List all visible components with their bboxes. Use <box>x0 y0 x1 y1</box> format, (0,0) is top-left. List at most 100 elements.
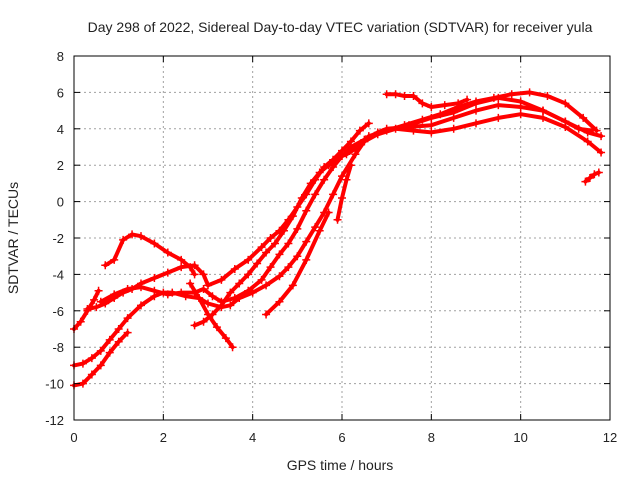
data-point <box>230 264 239 273</box>
data-point <box>163 290 172 299</box>
data-point <box>123 284 132 293</box>
series-trace-13 <box>405 93 606 141</box>
data-point <box>110 255 119 264</box>
data-point <box>539 106 547 115</box>
data-point <box>324 161 333 170</box>
data-point <box>516 110 525 119</box>
tick-labels: 0 2 4 6 8 10 12 -12 -10 -8 -6 -4 -2 0 2 4 6 8 <box>45 49 617 445</box>
data-point <box>137 232 145 241</box>
data-point <box>315 168 324 177</box>
series-trace-8 <box>190 110 606 330</box>
data-point <box>199 270 208 279</box>
x-axis-label: GPS time / hours <box>287 457 394 473</box>
series-trace-9 <box>262 208 333 319</box>
data-point <box>262 310 271 319</box>
series-line <box>188 281 235 350</box>
data-point <box>597 148 606 157</box>
series-trace-6 <box>186 279 237 352</box>
series-line <box>264 210 331 317</box>
data-point <box>163 248 172 257</box>
data-point <box>594 168 603 177</box>
data-point <box>90 295 99 304</box>
data-point <box>137 283 145 292</box>
series-trace-7 <box>96 101 597 306</box>
y-tick-label: -10 <box>45 377 64 392</box>
data-point <box>288 281 297 290</box>
data-point <box>590 170 599 179</box>
data-point <box>472 119 480 128</box>
series-line <box>192 112 604 328</box>
data-point <box>163 268 172 277</box>
series-line <box>384 92 470 109</box>
y-tick-label: -4 <box>52 267 64 282</box>
data-point <box>302 206 311 215</box>
data-point <box>391 90 400 99</box>
y-tick-label: 8 <box>57 49 64 64</box>
data-point <box>449 108 458 117</box>
data-point <box>186 263 195 272</box>
data-point <box>338 172 346 181</box>
data-point <box>525 88 534 97</box>
data-point <box>114 337 123 346</box>
data-point <box>244 255 253 264</box>
data-point <box>177 263 186 272</box>
y-tick-label: 2 <box>57 158 64 173</box>
data-point <box>266 234 275 242</box>
data-point <box>284 239 293 248</box>
data-point <box>262 248 271 257</box>
grid <box>74 56 610 420</box>
data-point <box>302 255 311 264</box>
data-point <box>78 359 87 368</box>
data-point <box>311 190 320 199</box>
data-point <box>579 113 588 122</box>
data-point <box>427 121 436 130</box>
data-point <box>230 294 239 303</box>
data-point <box>76 317 85 326</box>
data-point <box>87 354 96 363</box>
data-point <box>150 286 159 295</box>
x-tick-label: 6 <box>338 430 345 445</box>
data-point <box>288 212 297 221</box>
data-point <box>293 224 302 233</box>
data-point <box>585 173 594 182</box>
data-point <box>204 299 212 308</box>
data-point <box>333 153 342 162</box>
data-point <box>320 175 329 184</box>
data-point <box>96 361 105 370</box>
series-line <box>335 163 353 222</box>
series-layer <box>70 88 606 390</box>
data-point <box>494 101 503 110</box>
x-tick-label: 8 <box>428 430 435 445</box>
x-tick-label: 4 <box>249 430 256 445</box>
data-point <box>195 294 204 303</box>
series-line <box>407 95 604 139</box>
series-trace-1 <box>70 328 132 390</box>
y-axis-label: SDTVAR / TECUs <box>5 182 21 294</box>
data-point <box>583 128 592 137</box>
data-point <box>293 252 302 261</box>
data-point <box>364 132 373 141</box>
data-point <box>253 259 262 268</box>
data-point <box>177 255 186 264</box>
chart-title: Day 298 of 2022, Sidereal Day-to-day VTE… <box>88 19 593 35</box>
data-point <box>114 325 123 333</box>
data-point <box>409 92 418 101</box>
data-point <box>355 126 364 135</box>
data-point <box>418 99 427 108</box>
data-point <box>543 92 552 101</box>
data-point <box>351 144 360 153</box>
data-point <box>279 226 288 235</box>
data-point <box>275 250 284 259</box>
data-point <box>539 113 547 122</box>
data-point <box>221 334 230 343</box>
data-point <box>92 303 101 312</box>
data-point <box>271 239 279 248</box>
data-point <box>226 301 235 310</box>
data-point <box>346 161 355 170</box>
data-point <box>472 99 480 108</box>
y-tick-label: -2 <box>52 231 64 246</box>
series-trace-10 <box>333 161 355 224</box>
data-point <box>427 102 436 111</box>
data-point <box>217 275 226 284</box>
